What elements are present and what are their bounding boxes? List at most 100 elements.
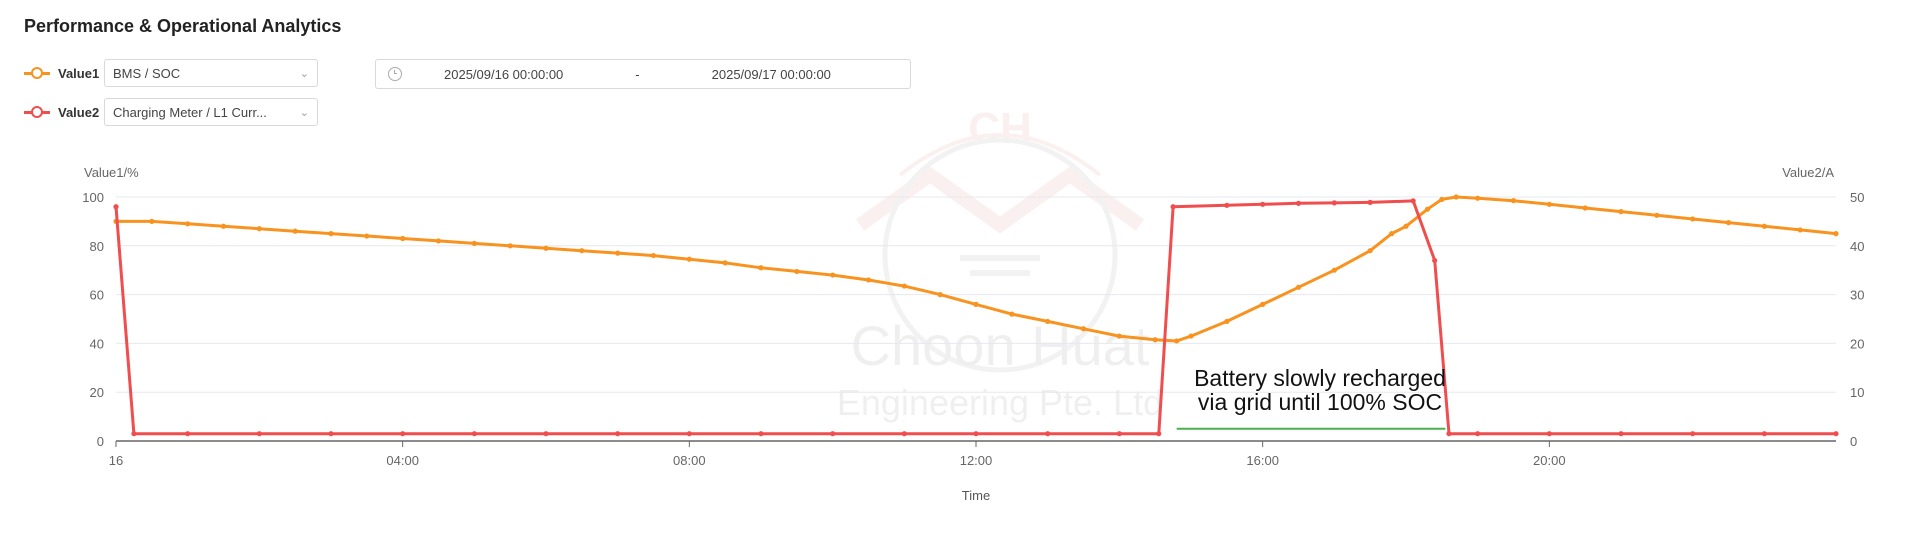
data-point-value1 xyxy=(1453,194,1459,200)
annotation-text: Battery slowly recharged via grid until … xyxy=(1175,366,1465,414)
value2-select[interactable]: Charging Meter / L1 Curr... ⌄ xyxy=(104,98,318,126)
data-point-value2 xyxy=(113,204,119,210)
data-point-value2 xyxy=(1475,431,1481,437)
series-line-value1 xyxy=(116,195,1837,343)
data-point-value2 xyxy=(1432,257,1438,264)
data-point-value1 xyxy=(1424,206,1431,212)
right-axis-label: Value2/A xyxy=(1782,165,1834,180)
data-point-value1 xyxy=(1152,337,1158,343)
data-point-value2 xyxy=(1295,200,1302,206)
x-tick-label: 20:00 xyxy=(1533,453,1566,468)
data-point-value2 xyxy=(1446,431,1452,437)
x-axis-label: Time xyxy=(962,488,990,503)
left-axis-label: Value1/% xyxy=(84,165,139,180)
date-range-picker[interactable]: 2025/09/16 00:00:00 - 2025/09/17 00:00:0… xyxy=(375,59,911,89)
data-point-value1 xyxy=(256,226,262,232)
right-tick-label: 0 xyxy=(1850,434,1857,449)
x-tick-label: 12:00 xyxy=(960,453,993,468)
data-point-value1 xyxy=(794,268,800,275)
data-point-value2 xyxy=(1690,431,1696,437)
data-point-value1 xyxy=(1080,326,1087,332)
x-axis-ticks: 16 04:00 08:00 12:00 16:00 20:00 xyxy=(109,441,1566,468)
left-axis-ticks: 0 20 40 60 80 100 xyxy=(82,190,104,449)
data-point-value2 xyxy=(1833,431,1839,437)
data-point-value1 xyxy=(1389,231,1395,237)
x-tick-label: 08:00 xyxy=(673,453,706,468)
data-point-value1 xyxy=(471,240,477,246)
data-point-value1 xyxy=(579,248,585,254)
data-point-value1 xyxy=(328,231,334,237)
data-point-value1 xyxy=(937,292,943,298)
data-point-value1 xyxy=(1045,318,1051,325)
data-point-value1 xyxy=(1174,338,1180,344)
data-point-value2 xyxy=(1410,198,1416,204)
data-point-value1 xyxy=(364,233,370,239)
right-axis-ticks: 0 10 20 30 40 50 xyxy=(1850,190,1864,449)
data-point-value1 xyxy=(220,223,227,229)
data-point-value2 xyxy=(328,431,334,437)
left-tick-label: 0 xyxy=(97,434,104,449)
data-point-value2 xyxy=(1367,199,1373,205)
data-point-value1 xyxy=(543,245,549,251)
data-point-value1 xyxy=(435,238,442,244)
data-point-value1 xyxy=(1116,333,1122,339)
date-separator: - xyxy=(635,66,640,82)
value2-label: Value2 xyxy=(58,104,100,120)
data-point-value1 xyxy=(615,250,621,256)
data-point-value1 xyxy=(1797,227,1803,233)
data-point-value1 xyxy=(1582,205,1588,211)
data-point-value1 xyxy=(901,283,907,289)
chart-series xyxy=(113,194,1839,437)
data-point-value1 xyxy=(1367,248,1373,254)
data-point-value2 xyxy=(615,431,621,437)
data-point-value2 xyxy=(830,431,836,437)
x-tick-label: 16:00 xyxy=(1246,453,1279,468)
data-point-value1 xyxy=(1618,209,1624,215)
left-tick-label: 40 xyxy=(90,336,104,351)
page-title: Performance & Operational Analytics xyxy=(24,16,342,36)
data-point-value2 xyxy=(1156,431,1162,437)
data-point-value2 xyxy=(1045,431,1051,437)
data-point-value1 xyxy=(686,256,692,262)
data-point-value2 xyxy=(1546,431,1552,437)
left-tick-label: 80 xyxy=(90,239,104,254)
right-tick-label: 30 xyxy=(1850,288,1864,303)
data-point-value2 xyxy=(686,431,692,437)
right-tick-label: 50 xyxy=(1850,190,1864,205)
data-point-value1 xyxy=(1331,267,1337,273)
data-point-value2 xyxy=(400,431,406,437)
data-point-value1 xyxy=(1475,195,1481,201)
data-point-value1 xyxy=(1439,196,1445,203)
data-point-value2 xyxy=(1224,202,1230,208)
data-point-value2 xyxy=(471,431,477,437)
left-tick-label: 20 xyxy=(90,385,104,400)
data-point-value1 xyxy=(1654,212,1660,218)
date-end[interactable]: 2025/09/17 00:00:00 xyxy=(711,66,831,82)
data-point-value1 xyxy=(149,218,155,224)
data-point-value2 xyxy=(1331,200,1337,206)
data-point-value2 xyxy=(758,431,764,437)
data-point-value2 xyxy=(901,431,907,437)
chevron-down-icon: ⌄ xyxy=(299,67,309,80)
data-point-value2 xyxy=(1116,431,1122,437)
value1-select[interactable]: BMS / SOC ⌄ xyxy=(104,59,318,87)
x-tick-label: 16 xyxy=(109,453,123,468)
data-point-value2 xyxy=(131,431,137,437)
data-point-value1 xyxy=(1833,231,1839,237)
x-tick-label: 04:00 xyxy=(386,453,419,468)
data-point-value2 xyxy=(185,431,191,437)
data-point-value1 xyxy=(1761,223,1767,229)
data-point-value1 xyxy=(758,265,764,271)
series-line-value2 xyxy=(114,199,1836,436)
chevron-down-icon: ⌄ xyxy=(299,106,309,119)
data-point-value2 xyxy=(256,431,262,437)
annotation-line1: Battery slowly recharged xyxy=(1194,365,1446,391)
annotation-line2: via grid until 100% SOC xyxy=(1197,389,1443,415)
right-tick-label: 40 xyxy=(1850,239,1864,254)
data-point-value1 xyxy=(1510,198,1517,204)
date-start[interactable]: 2025/09/16 00:00:00 xyxy=(444,66,564,82)
data-point-value2 xyxy=(1618,431,1624,437)
data-point-value2 xyxy=(1761,431,1767,437)
data-point-value1 xyxy=(1295,284,1302,290)
